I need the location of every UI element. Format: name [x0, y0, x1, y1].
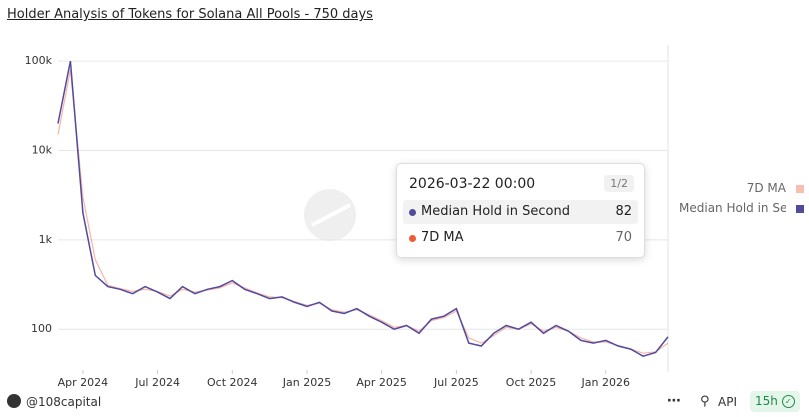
tooltip-dot	[409, 235, 416, 242]
x-tick-label: Oct 2025	[506, 376, 557, 389]
watermark	[304, 189, 356, 241]
more-icon[interactable]: ⋯	[667, 393, 681, 409]
footer-user[interactable]: @108capital	[26, 395, 102, 409]
tooltip-value: 82	[615, 204, 632, 219]
footer-age: 15h	[755, 394, 778, 408]
chart-title: Holder Analysis of Tokens for Solana All…	[7, 7, 373, 22]
y-tick-label: 100k	[25, 54, 53, 67]
tooltip: 2026-03-22 00:00 1/2 Median Hold in Seco…	[396, 163, 645, 258]
tooltip-value: 70	[615, 230, 632, 245]
tooltip-row-highlight	[403, 200, 638, 224]
series-line	[57, 60, 669, 358]
y-tick-label: 10k	[32, 143, 53, 156]
age-badge[interactable]: 15h ✓	[750, 391, 800, 412]
x-tick-label: Oct 2024	[207, 376, 258, 389]
check-icon: ✓	[781, 395, 795, 408]
tooltip-page[interactable]: 1/2	[604, 175, 634, 192]
legend-label[interactable]: Median Hold in Second	[679, 201, 786, 215]
x-tick-label: Jul 2024	[134, 376, 180, 389]
tooltip-label: Median Hold in Second	[421, 204, 570, 219]
footer-api[interactable]: API	[718, 395, 737, 409]
legend-swatch	[796, 185, 804, 193]
x-tick-label: Apr 2024	[58, 376, 109, 389]
watermark-stroke	[311, 203, 351, 227]
x-tick-label: Jan 2025	[282, 376, 331, 389]
legend-label[interactable]: 7D MA	[746, 181, 786, 195]
tooltip-title: 2026-03-22 00:00	[409, 176, 536, 192]
api-icon[interactable]: ⚲	[700, 394, 710, 409]
tooltip-dot	[409, 209, 416, 216]
y-tick-label: 100	[31, 322, 52, 335]
avatar[interactable]	[7, 394, 21, 408]
x-tick-label: Jul 2025	[433, 376, 479, 389]
x-tick-label: Apr 2025	[356, 376, 407, 389]
legend-swatch	[796, 205, 804, 213]
y-tick-label: 1k	[39, 233, 53, 246]
tooltip-label: 7D MA	[421, 230, 464, 245]
x-tick-label: Jan 2026	[581, 376, 630, 389]
